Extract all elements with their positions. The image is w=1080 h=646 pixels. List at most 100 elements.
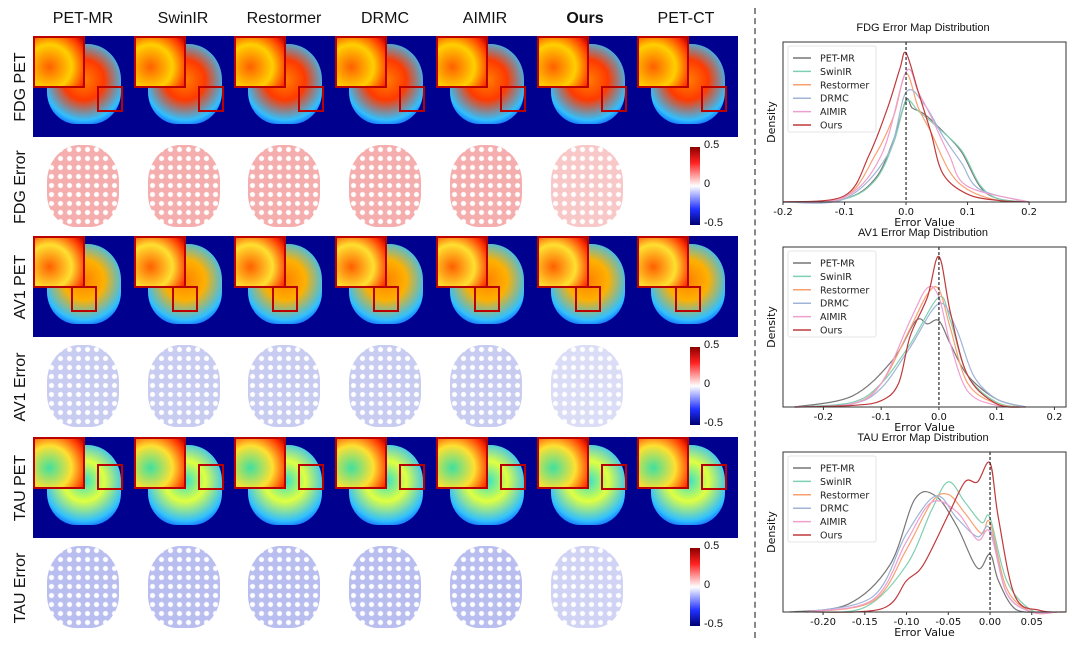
chart-title: AV1 Error Map Distribution — [857, 227, 988, 239]
zoomed-inset — [33, 437, 85, 489]
colorbar-tick: -0.5 — [704, 217, 723, 229]
density-curve-aimir — [806, 500, 1057, 614]
density-chart: TAU Error Map Distribution -0.20 -0.15 -0.1… — [753, 427, 1073, 639]
legend-entry: AIMIR — [820, 107, 847, 118]
density-curve-restormer — [806, 492, 1057, 615]
row-label: TAU Error — [12, 552, 29, 624]
zoom-region-box — [473, 286, 500, 312]
error-map — [147, 345, 220, 427]
row-label: FDG PET — [12, 51, 29, 122]
error-map — [248, 345, 321, 427]
zoomed-inset — [335, 437, 388, 489]
error-map — [47, 145, 119, 227]
zoom-region-box — [298, 86, 325, 112]
zoomed-inset — [435, 437, 488, 489]
x-tick-label: 0.1 — [960, 207, 976, 218]
legend-entry: AIMIR — [820, 312, 847, 323]
pet-image-strip — [33, 236, 738, 337]
colorbar-tick: -0.5 — [704, 618, 723, 630]
legend-entry: DRMC — [820, 299, 849, 310]
y-axis-label: Density — [765, 306, 778, 348]
error-map-strip — [33, 139, 683, 235]
zoom-region-box — [675, 286, 702, 312]
colorbar — [690, 147, 700, 225]
zoomed-inset — [33, 36, 85, 88]
column-header: AIMIR — [462, 10, 508, 27]
x-tick-label: -0.2 — [773, 207, 793, 218]
legend-entry: SwinIR — [820, 477, 852, 488]
error-map — [47, 345, 119, 427]
error-map — [147, 546, 220, 628]
error-map — [449, 546, 522, 628]
zoom-region-box — [399, 464, 426, 490]
density-curve-pet-mr — [789, 490, 1041, 613]
zoom-region-box — [574, 286, 601, 312]
x-tick-label: 0.1 — [989, 412, 1005, 423]
zoom-region-box — [197, 464, 224, 490]
zoomed-inset — [637, 236, 690, 288]
plot-area: -0.20 -0.15 -0.10 -0.05 0.00 0.05 Error Value D… — [765, 451, 1067, 639]
error-map — [550, 145, 623, 227]
x-tick-label: -0.10 — [894, 617, 920, 628]
zoomed-inset — [335, 236, 388, 288]
legend-entry: SwinIR — [820, 272, 852, 283]
error-map — [349, 145, 422, 227]
legend-entry: PET-MR — [820, 54, 855, 65]
legend-entry: DRMC — [820, 94, 849, 105]
error-map — [550, 546, 623, 628]
zoom-region-box — [71, 286, 97, 312]
zoom-region-box — [499, 86, 526, 112]
density-curve-pet-mr — [794, 318, 1026, 408]
zoom-region-box — [600, 86, 627, 112]
legend-entry: Ours — [820, 326, 842, 337]
colorbar-tick: 0.5 — [704, 540, 720, 552]
row-label: AV1 Error — [12, 352, 29, 422]
x-tick-label: -0.05 — [935, 617, 961, 628]
column-header: PET-MR — [52, 10, 114, 27]
row-label: TAU PET — [12, 454, 29, 521]
dashed-separator — [754, 8, 756, 638]
legend-box — [787, 455, 877, 543]
error-map — [248, 145, 321, 227]
legend-box — [787, 250, 877, 338]
error-map — [349, 345, 422, 427]
chart-title: TAU Error Map Distribution — [857, 432, 989, 444]
zoom-region-box — [97, 86, 123, 112]
error-map — [47, 546, 119, 628]
legend-entry: Ours — [820, 531, 842, 542]
zoomed-inset — [435, 236, 488, 288]
x-tick-label: 0.05 — [1021, 617, 1043, 628]
legend: PET-MR SwinIR Restormer DRMC AIMIR Ours — [787, 250, 877, 338]
density-chart: AV1 Error Map Distribution -0.2 -0.1 0.0 0.1… — [753, 222, 1073, 434]
zoomed-inset — [133, 236, 186, 288]
colorbar — [690, 548, 700, 626]
zoomed-inset — [536, 437, 589, 489]
zoomed-inset — [637, 36, 690, 88]
colorbar — [690, 347, 700, 425]
error-map — [248, 546, 321, 628]
x-tick-label: 0.0 — [898, 207, 914, 218]
zoom-region-box — [600, 464, 627, 490]
x-tick-label: -0.1 — [871, 412, 891, 423]
legend-entry: Restormer — [820, 80, 869, 91]
y-axis-label: Density — [765, 511, 778, 553]
legend-entry: DRMC — [820, 504, 849, 515]
column-header: SwinIR — [157, 10, 209, 27]
x-tick-label: -0.15 — [852, 617, 878, 628]
density-curve-ours — [794, 255, 1026, 408]
error-map-strip — [33, 339, 683, 435]
zoom-region-box — [272, 286, 299, 312]
x-axis-label: Error Value — [894, 421, 955, 434]
density-curve-swinir — [782, 99, 1030, 203]
error-map — [449, 345, 522, 427]
x-tick-label: 0.00 — [979, 617, 1001, 628]
density-curve-aimir — [794, 285, 1026, 408]
colorbar-tick: 0.5 — [704, 139, 720, 151]
column-header: Restormer — [246, 10, 322, 27]
legend-entry: Restormer — [820, 285, 869, 296]
error-map — [349, 546, 422, 628]
legend-entry: Restormer — [820, 490, 869, 501]
zoomed-inset — [637, 437, 690, 489]
zoomed-inset — [435, 36, 488, 88]
zoomed-inset — [234, 236, 287, 288]
